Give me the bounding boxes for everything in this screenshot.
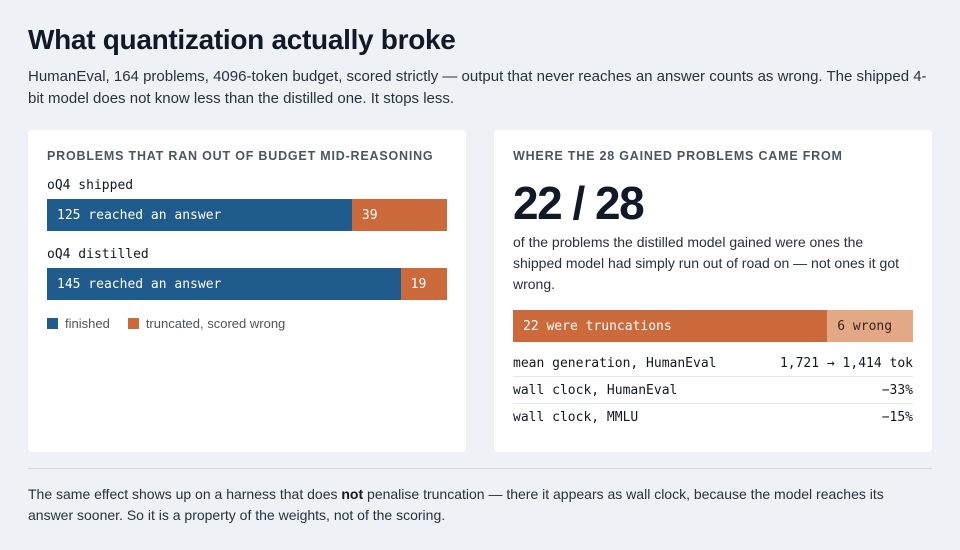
footer-note: The same effect shows up on a harness th…: [28, 484, 928, 526]
bar-distilled-finished-label: 145 reached an answer: [57, 276, 222, 292]
gains-split-truncations: 22 were truncations: [513, 310, 828, 342]
gains-split-bar: 22 were truncations 6 wrong: [513, 310, 913, 342]
legend-label-finished: finished: [65, 316, 110, 331]
truncation-card: PROBLEMS THAT RAN OUT OF BUDGET MID-REAS…: [28, 130, 466, 452]
stat-row: mean generation, HumanEval 1,721 → 1,414…: [513, 350, 913, 377]
truncation-card-heading: PROBLEMS THAT RAN OUT OF BUDGET MID-REAS…: [47, 149, 434, 163]
chart-legend: finished truncated, scored wrong: [47, 316, 303, 331]
bar-distilled-finished: 145 reached an answer: [47, 268, 401, 300]
bar-label-distilled: oQ4 distilled: [47, 247, 149, 262]
footer-divider: [28, 468, 932, 469]
big-number: 22 / 28: [513, 177, 645, 229]
footer-text-after: penalise truncation — there it appears a…: [28, 486, 884, 523]
legend-label-truncated: truncated, scored wrong: [145, 316, 286, 331]
gains-split-wrong: 6 wrong: [827, 310, 913, 342]
page-title: What quantization actually broke: [28, 24, 456, 55]
bar-distilled-truncated-label: 19: [410, 276, 427, 292]
stat-row: wall clock, MMLU −15%: [513, 404, 913, 431]
bar-shipped-finished: 125 reached an answer: [47, 199, 352, 231]
bar-shipped-finished-label: 125 reached an answer: [57, 207, 222, 223]
legend-swatch-finished: [47, 318, 58, 329]
bar-distilled-truncated: 19: [400, 268, 447, 300]
stat-value: 1,721 → 1,414 tok: [779, 355, 913, 371]
legend-swatch-truncated: [127, 318, 139, 329]
gains-card-heading: WHERE THE 28 GAINED PROBLEMS CAME FROM: [513, 149, 843, 163]
gains-split-truncations-label: 22 were truncations: [523, 318, 672, 334]
stats-table: mean generation, HumanEval 1,721 → 1,414…: [513, 350, 913, 431]
intro-text: HumanEval, 164 problems, 4096-token budg…: [28, 68, 927, 107]
legend-item-truncated: truncated, scored wrong: [127, 316, 286, 331]
stat-value: −15%: [881, 410, 913, 425]
bar-shipped-truncated: 39: [351, 199, 447, 231]
stat-value: −33%: [881, 382, 913, 398]
stat-row: wall clock, HumanEval −33%: [513, 377, 913, 404]
gains-card: WHERE THE 28 GAINED PROBLEMS CAME FROM 2…: [494, 130, 932, 452]
footer-emphasis: not: [341, 486, 364, 502]
bar-shipped-truncated-label: 39: [361, 207, 378, 223]
stat-label: wall clock, HumanEval: [513, 382, 678, 398]
bar-shipped: 125 reached an answer 39: [47, 199, 447, 231]
stat-label: mean generation, HumanEval: [513, 355, 717, 371]
gains-split-wrong-label: 6 wrong: [837, 318, 893, 334]
stat-label: wall clock, MMLU: [513, 410, 639, 425]
bar-label-shipped: oQ4 shipped: [47, 178, 134, 193]
legend-item-finished: finished: [47, 316, 110, 331]
footer-text-before: The same effect shows up on a harness th…: [28, 486, 342, 502]
bar-distilled: 145 reached an answer 19: [47, 268, 447, 300]
big-number-description: of the problems the distilled model gain…: [513, 234, 900, 292]
